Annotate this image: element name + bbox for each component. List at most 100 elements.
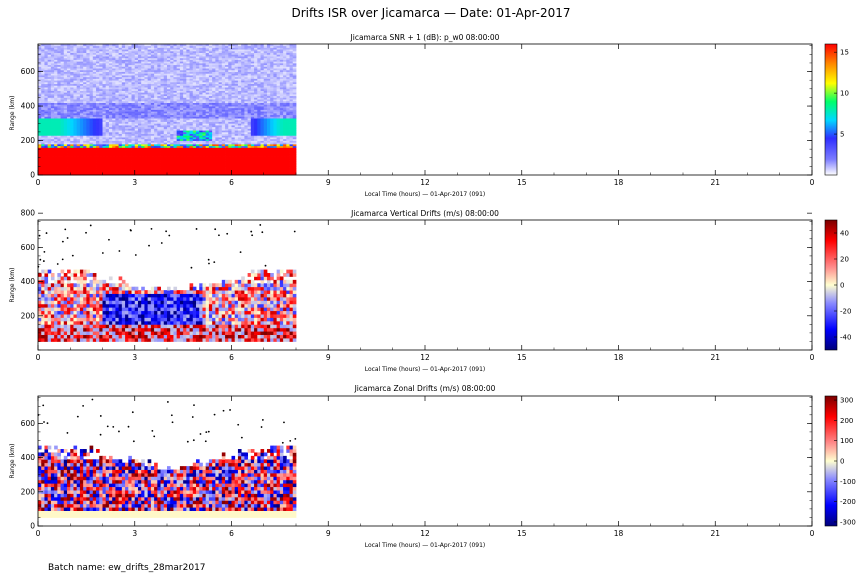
snr-cell (102, 80, 107, 83)
snr-cell (79, 154, 84, 157)
snr-cell (79, 97, 84, 100)
snr-cell (205, 90, 210, 93)
snr-cell (70, 143, 74, 147)
snr-cell (241, 64, 245, 67)
snr-cell (160, 152, 165, 155)
snr-cell (196, 90, 200, 93)
snr-cell (115, 68, 120, 71)
snr-cell (154, 62, 158, 66)
snr-cell (57, 78, 61, 81)
snr-cell (57, 88, 61, 91)
snr-cell (192, 83, 197, 86)
snr-cell (134, 171, 139, 174)
snr-cell (76, 85, 81, 88)
snr-cell (167, 166, 171, 169)
snr-cell (60, 68, 65, 71)
snr-cell (57, 90, 61, 93)
snr-cell (167, 112, 171, 116)
snr-cell (189, 125, 194, 128)
snr-cell (167, 168, 171, 171)
snr-cell (228, 64, 232, 67)
snr-cell (137, 157, 142, 160)
snr-cell (241, 95, 245, 98)
snr-cell (147, 62, 152, 66)
snr-cell (157, 116, 161, 119)
snr-cell (163, 104, 168, 107)
snr-cell (170, 49, 174, 52)
snr-cell (241, 123, 245, 126)
snr-cell (92, 107, 97, 110)
snr-cell (105, 162, 110, 166)
snr-cell (60, 83, 65, 86)
snr-cell (144, 126, 149, 129)
snr-cell (179, 99, 184, 102)
snr-cell (118, 149, 123, 152)
snr-cell (247, 142, 252, 145)
snr-cell (102, 109, 107, 112)
snr-cell (167, 78, 171, 81)
snr-cell (237, 152, 242, 155)
snr-cell (128, 159, 132, 162)
snr-cell (118, 140, 123, 143)
snr-cell (125, 102, 129, 105)
snr-cell (99, 138, 103, 141)
snr-cell (150, 173, 155, 176)
snr-cell (160, 137, 165, 140)
snr-cell (50, 168, 55, 171)
snr-cell (228, 169, 232, 172)
snr-cell (244, 100, 249, 103)
snr-cell (173, 59, 178, 62)
snr-cell (173, 135, 178, 138)
snr-cell (147, 75, 152, 78)
snr-cell (76, 138, 81, 141)
snr-cell (92, 68, 97, 71)
snr-cell (173, 159, 178, 162)
snr-cell (160, 123, 165, 126)
snr-cell (134, 152, 139, 155)
snr-cell (41, 154, 45, 157)
snr-cell (234, 90, 239, 93)
snr-cell (154, 56, 158, 59)
snr-cell (50, 116, 55, 119)
snr-cell (157, 99, 161, 102)
snr-cell (144, 154, 149, 157)
snr-cell (221, 159, 226, 162)
snr-cell (60, 52, 65, 55)
snr-cell (99, 102, 103, 105)
snr-cell (67, 93, 71, 97)
snr-cell (57, 99, 61, 102)
snr-cell (154, 47, 158, 50)
snr-cell (212, 90, 216, 93)
snr-cell (157, 123, 161, 126)
snr-cell (150, 76, 155, 79)
snr-cell (50, 100, 55, 103)
snr-cell (170, 161, 174, 164)
snr-cell (144, 78, 149, 81)
snr-cell (154, 168, 158, 171)
snr-cell (67, 50, 71, 54)
snr-cell (60, 80, 65, 83)
snr-cell (157, 140, 161, 143)
snr-cell (244, 106, 249, 109)
snr-cell (215, 83, 219, 86)
snr-cell (60, 173, 65, 176)
snr-cell (231, 50, 236, 54)
snr-cell (121, 112, 126, 116)
snr-cell (79, 106, 84, 109)
snr-cell (212, 104, 216, 107)
snr-cell (199, 130, 203, 133)
snr-cell (212, 145, 216, 148)
snr-cell (154, 44, 158, 47)
snr-cell (221, 54, 226, 57)
snr-cell (115, 149, 120, 152)
snr-cell (131, 125, 136, 128)
snr-cell (41, 130, 45, 133)
snr-cell (54, 85, 58, 88)
snr-cell (147, 166, 152, 169)
snr-cell (189, 142, 194, 145)
snr-cell (125, 80, 129, 83)
snr-cell (118, 73, 123, 76)
snr-cell (50, 138, 55, 141)
snr-cell (150, 171, 155, 174)
snr-cell (99, 166, 103, 169)
